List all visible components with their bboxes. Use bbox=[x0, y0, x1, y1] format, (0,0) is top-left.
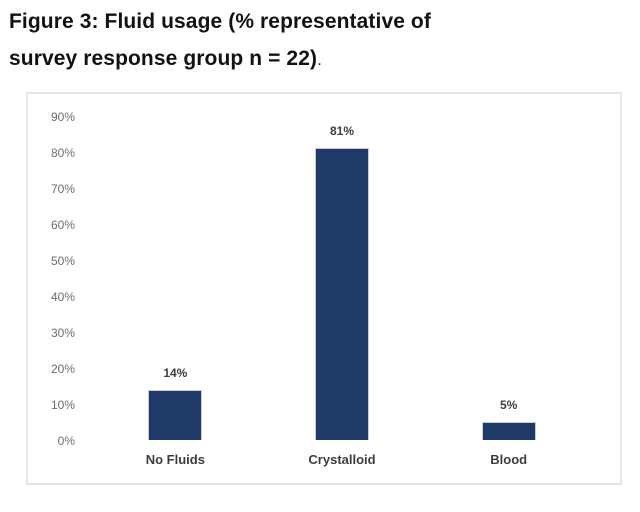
y-axis-tick-label: 70% bbox=[50, 182, 75, 196]
y-axis-tick-label: 0% bbox=[57, 434, 75, 448]
bar-value-label: 14% bbox=[163, 366, 188, 380]
y-axis-tick-label: 90% bbox=[50, 110, 75, 124]
category-label-blood: Blood bbox=[490, 452, 528, 467]
y-axis-tick-label: 10% bbox=[50, 398, 75, 412]
plot-area: 14% 81% 5% bbox=[92, 94, 592, 440]
bar-value-label: 5% bbox=[500, 398, 518, 412]
bar-group-blood: 5% bbox=[425, 94, 592, 440]
figure-title-period: . bbox=[317, 50, 322, 69]
bar-value-label: 81% bbox=[329, 124, 355, 138]
y-axis: 90% 80% 70% 60% 50% 40% 30% 20% 10% 0% bbox=[28, 99, 75, 459]
figure-title-line1: Figure 3: Fluid usage (% representative … bbox=[9, 10, 431, 33]
bar-group-crystalloid: 81% bbox=[259, 94, 426, 440]
y-axis-tick-label: 30% bbox=[50, 326, 75, 340]
figure-title: Figure 3: Fluid usage (% representative … bbox=[9, 3, 609, 78]
y-axis-tick-label: 60% bbox=[50, 218, 75, 232]
category-label-no-fluids: No Fluids bbox=[145, 452, 205, 467]
y-axis-tick-label: 20% bbox=[50, 362, 75, 376]
chart-frame: 90% 80% 70% 60% 50% 40% 30% 20% 10% 0% 1… bbox=[26, 92, 622, 485]
bar-blood bbox=[481, 422, 536, 440]
bar-group-no-fluids: 14% bbox=[92, 94, 259, 440]
x-axis-labels: No Fluids Crystalloid Blood bbox=[92, 452, 592, 467]
y-axis-tick-label: 80% bbox=[50, 146, 75, 160]
y-axis-tick-label: 50% bbox=[50, 254, 75, 268]
bar-no-fluids bbox=[148, 390, 203, 440]
category-label-crystalloid: Crystalloid bbox=[308, 452, 376, 467]
bar-crystalloid bbox=[315, 148, 369, 440]
y-axis-tick-label: 40% bbox=[50, 290, 75, 304]
figure-title-line2: survey response group n = 22) bbox=[9, 47, 318, 70]
